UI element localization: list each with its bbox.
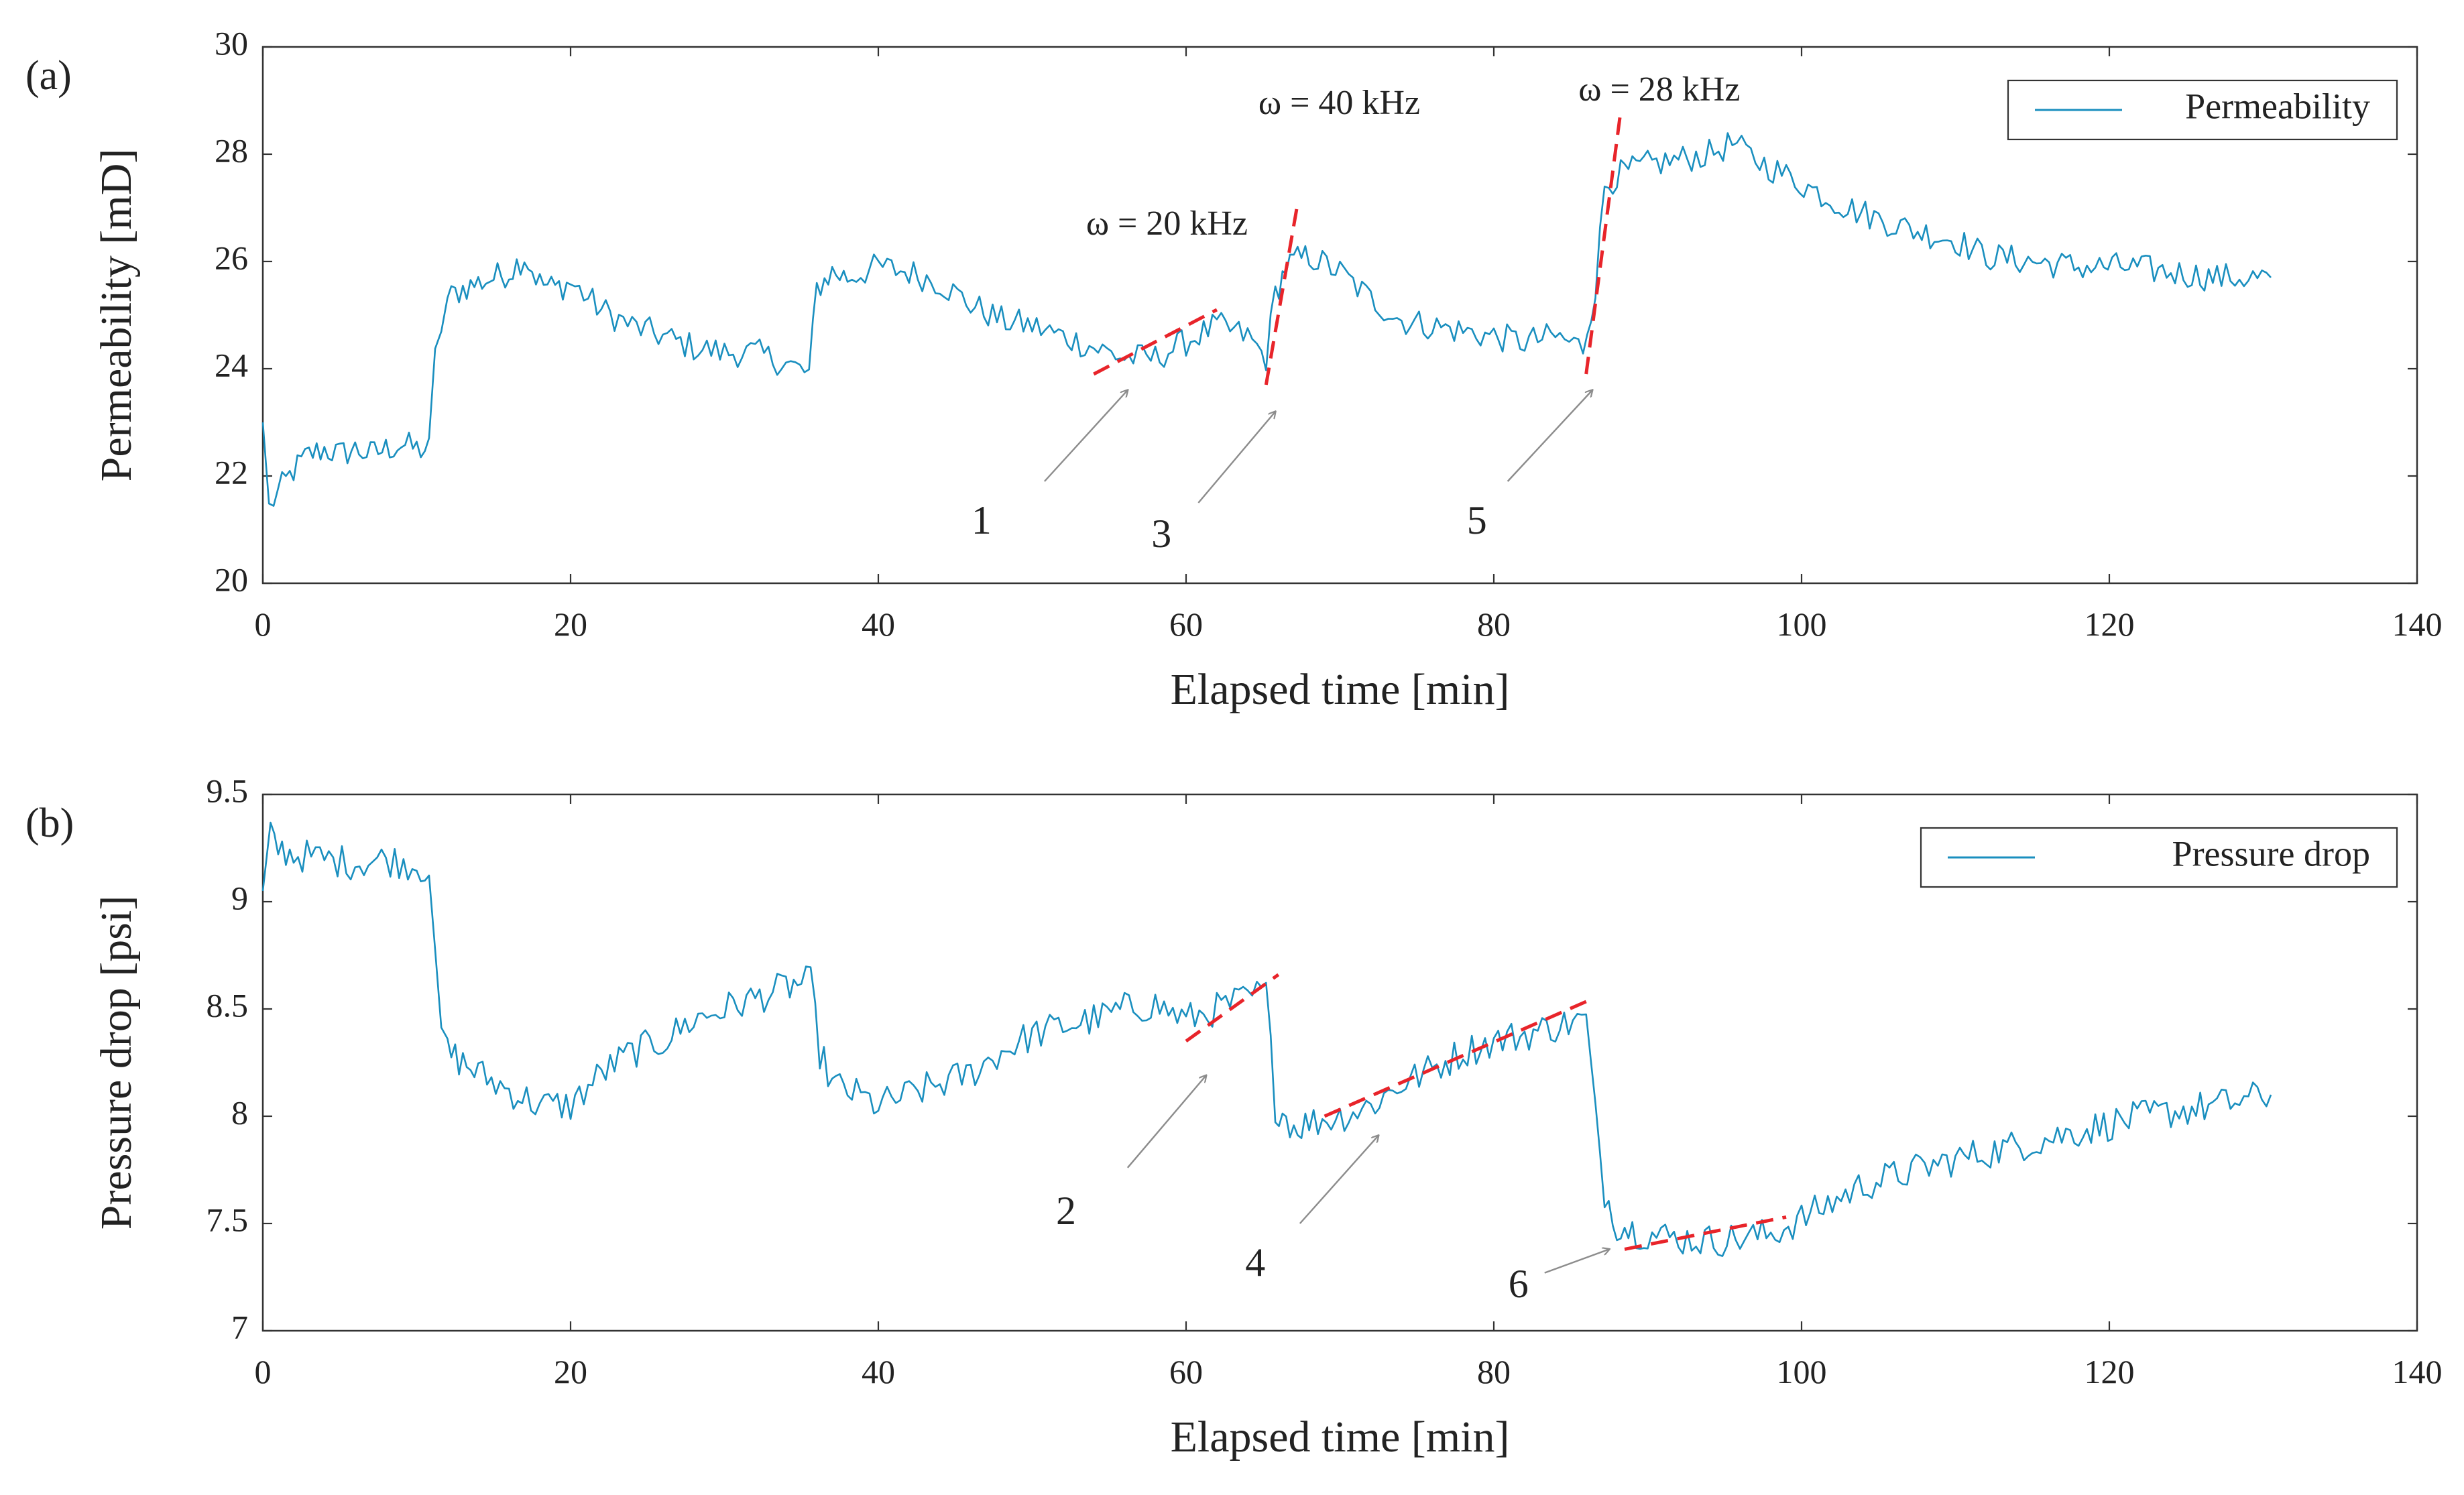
y-tick-label: 24 xyxy=(215,346,248,383)
x-tick-label: 40 xyxy=(862,1353,895,1390)
x-tick-label: 140 xyxy=(2392,1353,2443,1390)
pointer-arrow xyxy=(1043,390,1128,482)
x-tick-label: 120 xyxy=(2085,1353,2135,1390)
y-tick-label: 9 xyxy=(231,879,248,916)
frequency-annotation: ω = 20 kHz xyxy=(1086,204,1248,243)
y-tick-label: 20 xyxy=(215,560,248,598)
x-tick-label: 80 xyxy=(1477,605,1511,643)
arrow-label: 1 xyxy=(972,498,992,542)
panel-a: (a)0 20 40 60 80 100 120 140202224262830Elapsed… xyxy=(25,24,2443,714)
x-tick-label: 40 xyxy=(862,605,895,643)
y-tick-label: 28 xyxy=(215,131,248,169)
arrow-label: 4 xyxy=(1245,1240,1265,1284)
arrow-label: 2 xyxy=(1056,1189,1076,1233)
x-tick-label: 0 xyxy=(255,1353,272,1390)
panel-b: (b) 0 20 40 60 80 100 120 140 7 7.5 8 8.5 9 9.5 Elapsed… xyxy=(25,772,2443,1461)
panel-label: (b) xyxy=(25,800,74,846)
x-tick-label: 20 xyxy=(554,605,587,643)
fit-line xyxy=(1264,207,1299,385)
y-tick-label: 7.5 xyxy=(207,1201,249,1238)
x-axis-label: Elapsed time [min] xyxy=(1171,665,1510,714)
series-line xyxy=(261,821,2272,1257)
pointer-arrow xyxy=(1126,1075,1206,1169)
y-axis-label: Permeability [mD] xyxy=(92,149,141,482)
y-tick-label: 7 xyxy=(231,1308,248,1346)
fit-line xyxy=(1093,308,1218,376)
y-tick-label: 8 xyxy=(231,1093,248,1131)
plot-frame xyxy=(261,793,2418,1332)
x-tick-label: 120 xyxy=(2085,605,2135,643)
y-axis-label: Pressure drop [psi] xyxy=(92,896,141,1230)
y-tick-label: 22 xyxy=(215,453,248,491)
arrow-label: 3 xyxy=(1151,512,1171,556)
fit-line xyxy=(1624,1215,1787,1251)
x-tick-label: 0 xyxy=(255,605,272,643)
fit-line xyxy=(1324,996,1595,1118)
x-tick-label: 60 xyxy=(1169,605,1203,643)
x-axis-label: Elapsed time [min] xyxy=(1171,1413,1510,1461)
x-tick-label: 60 xyxy=(1169,1353,1203,1390)
x-tick-label: 140 xyxy=(2392,605,2443,643)
x-tick-label: 100 xyxy=(1777,1353,1827,1390)
fit-line xyxy=(1185,973,1280,1043)
series-line xyxy=(261,132,2272,507)
y-tick-label: 9.5 xyxy=(207,772,249,809)
pointer-arrow xyxy=(1544,1249,1609,1274)
frequency-annotation: ω = 28 kHz xyxy=(1578,70,1740,109)
frequency-annotation: ω = 40 kHz xyxy=(1258,84,1420,122)
x-tick-label: 20 xyxy=(554,1353,587,1390)
pointer-arrow xyxy=(1299,1136,1378,1224)
legend-label: Pressure drop xyxy=(2172,833,2370,874)
legend-label: Permeability xyxy=(2185,86,2370,126)
fit-line xyxy=(1584,116,1622,375)
arrow-label: 6 xyxy=(1509,1262,1529,1306)
pointer-arrow xyxy=(1507,390,1592,482)
x-tick-label: 100 xyxy=(1777,605,1827,643)
plot-frame xyxy=(261,46,2418,585)
y-tick-label: 30 xyxy=(215,24,248,62)
panel-label: (a) xyxy=(25,53,72,99)
pointer-arrow xyxy=(1197,412,1275,503)
y-tick-label: 26 xyxy=(215,239,248,276)
x-tick-label: 80 xyxy=(1477,1353,1511,1390)
arrow-label: 5 xyxy=(1467,498,1487,542)
y-tick-label: 8.5 xyxy=(207,986,249,1024)
